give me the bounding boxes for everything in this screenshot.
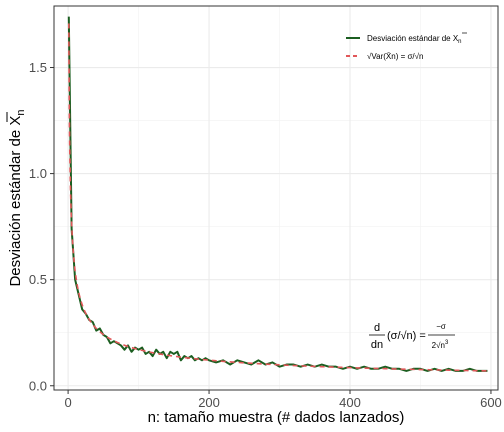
legend-label-theory: √Var(X̄n) = σ/√n <box>367 52 423 61</box>
svg-text:2√n3: 2√n3 <box>432 340 449 350</box>
x-tick-label: 600 <box>480 395 502 410</box>
y-axis-title-main: Desviación estándar de X <box>7 116 24 287</box>
legend-label-sd-sub: n <box>458 39 461 45</box>
annotation-rhs-numerator: −σ <box>436 322 446 331</box>
y-axis-title-sub: n <box>15 109 27 115</box>
svg-text:Desviación estándar de Xn: Desviación estándar de Xn <box>367 34 462 45</box>
derivative-annotation: d dn (σ/√n) = −σ 2√n3 <box>369 322 455 351</box>
y-tick-label: 1.0 <box>29 166 47 181</box>
grid-lines <box>54 6 498 390</box>
y-tick-label: 0.5 <box>29 272 47 287</box>
legend: Desviación estándar de Xn √Var(X̄n) = σ/… <box>346 32 467 61</box>
annotation-lhs-numerator: d <box>374 322 380 334</box>
annotation-rhs-denominator: 2√n <box>432 341 445 350</box>
plot-background <box>54 6 498 390</box>
axis-ticks: 0 200 400 600 0.0 0.5 1.0 1.5 <box>29 60 502 410</box>
y-tick-label: 0.0 <box>29 378 47 393</box>
x-tick-label: 200 <box>198 395 220 410</box>
x-tick-label: 0 <box>64 395 71 410</box>
annotation-lhs-denominator: dn <box>371 339 383 351</box>
y-axis-title: Desviación estándar de Xn <box>6 109 27 287</box>
annotation-lhs-body: (σ/√n) = <box>387 330 426 342</box>
x-axis-title: n: tamaño muestra (# dados lanzados) <box>148 409 405 426</box>
legend-label-sd: Desviación estándar de X <box>367 34 459 43</box>
series-lines <box>67 16 488 372</box>
x-tick-label: 400 <box>339 395 361 410</box>
svg-text:Desviación estándar de Xn: Desviación estándar de Xn <box>7 109 27 286</box>
y-tick-label: 1.5 <box>29 60 47 75</box>
plot-border <box>53 5 499 391</box>
annotation-rhs-exponent: 3 <box>445 340 449 346</box>
